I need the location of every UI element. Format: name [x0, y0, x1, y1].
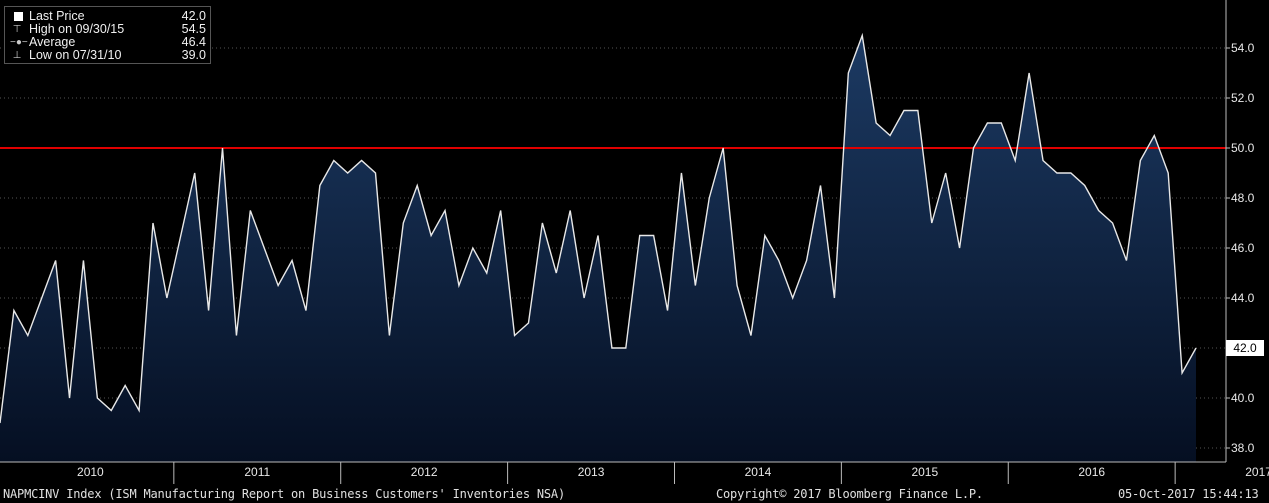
x-tick-label: 2011 — [244, 465, 270, 479]
legend-value: 46.4 — [181, 35, 206, 49]
x-tick-label: 2012 — [411, 465, 438, 479]
legend-box: Last Price 42.0 ⊤ High on 09/30/15 54.5 … — [4, 6, 211, 64]
filled-square-icon — [14, 12, 23, 21]
series-line — [0, 32, 1197, 424]
y-tick-label: 46.0 — [1231, 241, 1255, 255]
low-marker-icon: ⊥ — [12, 50, 22, 61]
y-tick-label: 52.0 — [1231, 91, 1255, 105]
footer-copyright: Copyright© 2017 Bloomberg Finance L.P. — [716, 487, 983, 501]
y-tick-label: 40.0 — [1231, 391, 1255, 405]
legend-label: Last Price — [29, 9, 85, 23]
y-tick-label: 44.0 — [1231, 291, 1255, 305]
footer-ticker-description: NAPMCINV Index (ISM Manufacturing Report… — [3, 487, 565, 501]
x-tick-label: 2013 — [578, 465, 605, 479]
x-tick-label: 2016 — [1078, 465, 1105, 479]
legend-value: 54.5 — [181, 22, 206, 36]
legend-item-low: ⊥ Low on 07/31/10 39.0 — [5, 49, 210, 62]
y-tick-label: 54.0 — [1231, 41, 1255, 55]
legend-value: 42.0 — [181, 9, 206, 23]
legend-item-last-price: Last Price 42.0 — [5, 10, 210, 23]
y-tick-label: 48.0 — [1231, 191, 1255, 205]
area-fill — [0, 35, 1196, 462]
legend-item-average: −●− Average 46.4 — [5, 36, 210, 49]
legend-item-high: ⊤ High on 09/30/15 54.5 — [5, 23, 210, 36]
x-tick-label: 2010 — [77, 465, 104, 479]
legend-value: 39.0 — [181, 48, 206, 62]
footer-timestamp: 05-Oct-2017 15:44:13 — [1118, 487, 1259, 501]
x-tick-label: 2014 — [745, 465, 772, 479]
x-tick-label: 2017 — [1245, 465, 1269, 479]
y-axis-ticks: 38.0 40.0 44.0 46.0 48.0 50.0 52.0 54.0 — [1226, 41, 1255, 455]
y-tick-label: 38.0 — [1231, 441, 1255, 455]
high-marker-icon: ⊤ — [12, 24, 22, 35]
y-tick-label: 50.0 — [1231, 141, 1255, 155]
last-price-tag: 42.0 — [1226, 340, 1264, 356]
average-marker-icon: −●− — [10, 37, 28, 48]
x-axis-ticks: 2010 2011 2012 2013 2014 2015 2016 2017 — [77, 462, 1269, 484]
legend-label: Low on 07/31/10 — [29, 48, 122, 62]
legend-label: Average — [29, 35, 76, 49]
legend-label: High on 09/30/15 — [29, 22, 125, 36]
x-tick-label: 2015 — [911, 465, 938, 479]
